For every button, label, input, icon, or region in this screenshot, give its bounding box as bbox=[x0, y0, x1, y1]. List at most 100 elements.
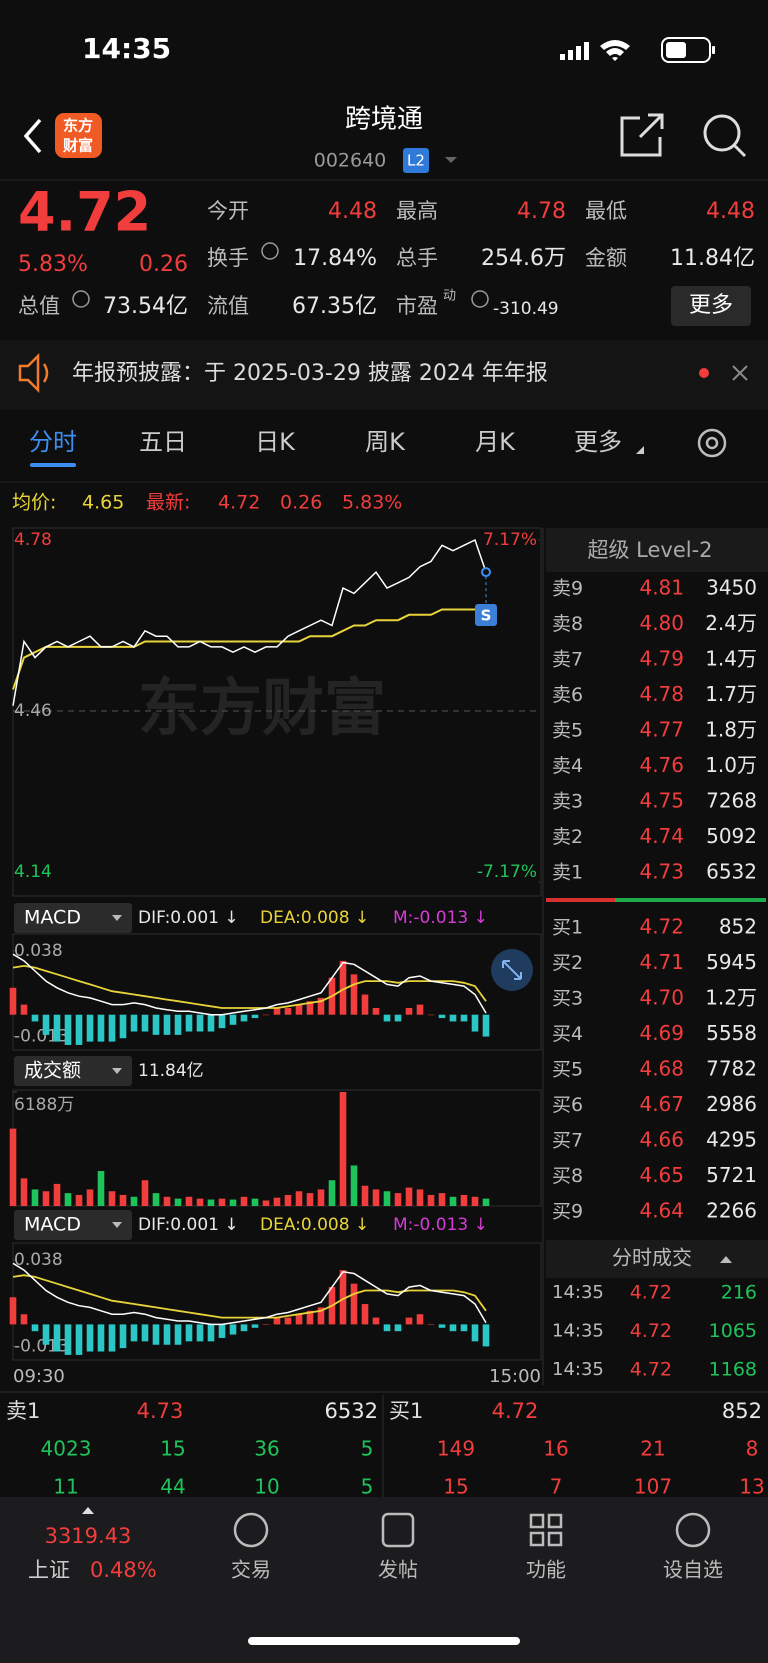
macd-bar bbox=[339, 960, 347, 1015]
queue-order: 4023 bbox=[41, 1437, 92, 1461]
macd-bar bbox=[240, 1324, 248, 1332]
status-time: 14:35 bbox=[82, 32, 171, 65]
selector-caret bbox=[112, 915, 122, 921]
field-value: 11.84亿 bbox=[670, 246, 755, 271]
nav-icon bbox=[529, 1513, 563, 1547]
macd-bar bbox=[163, 1014, 171, 1035]
tab[interactable]: 月K bbox=[475, 428, 516, 456]
book-volume: 1.2万 bbox=[705, 986, 757, 1010]
macd-bar bbox=[284, 1007, 292, 1015]
field-label: 金额 bbox=[585, 246, 627, 270]
volume-bar bbox=[306, 1193, 314, 1206]
search-button[interactable] bbox=[703, 114, 747, 158]
macd-bar bbox=[53, 1014, 61, 1042]
book-price: 4.71 bbox=[639, 950, 684, 974]
index-name[interactable]: 上证 bbox=[28, 1558, 70, 1582]
nav-item[interactable]: 交易 bbox=[231, 1558, 271, 1582]
dif-line bbox=[12, 953, 487, 1016]
notice-text[interactable]: 年报预披露：于 2025-03-29 披露 2024 年年报 bbox=[72, 361, 548, 386]
book-price: 4.77 bbox=[639, 718, 684, 742]
indicator-selector[interactable] bbox=[14, 903, 132, 933]
macd-bar bbox=[152, 1324, 160, 1345]
macd-bar bbox=[86, 1014, 94, 1042]
volume-bar bbox=[240, 1196, 248, 1206]
last-point bbox=[481, 567, 491, 578]
queue-order: 16 bbox=[543, 1437, 568, 1461]
field-label: 流值 bbox=[207, 294, 249, 318]
level2-title: 超级 Level-2 bbox=[587, 538, 712, 562]
dif-label: DIF:0.001 ↓ bbox=[138, 908, 239, 928]
book-volume: 4295 bbox=[706, 1128, 757, 1152]
book-volume: 1.0万 bbox=[705, 753, 757, 777]
field-value: 254.6万 bbox=[481, 246, 566, 271]
volume-bar bbox=[53, 1183, 61, 1206]
queue-order: 15 bbox=[160, 1437, 185, 1461]
nav-item[interactable]: 功能 bbox=[526, 1558, 566, 1582]
macd-bar bbox=[31, 1014, 39, 1022]
macd-bar bbox=[240, 1014, 248, 1022]
queue-price: 4.72 bbox=[492, 1399, 539, 1423]
macd-bar bbox=[460, 1324, 468, 1332]
trades-caret[interactable] bbox=[720, 1256, 732, 1263]
tab[interactable]: 周K bbox=[365, 428, 406, 456]
volume-bar bbox=[141, 1180, 149, 1206]
field-value: 67.35亿 bbox=[292, 294, 377, 319]
nav-item[interactable]: 发帖 bbox=[378, 1558, 418, 1582]
macd-bar bbox=[97, 1324, 105, 1352]
book-label: 卖6 bbox=[552, 684, 583, 706]
indicator-name: MACD bbox=[24, 907, 81, 929]
signal-marker[interactable] bbox=[475, 604, 497, 626]
selector-caret bbox=[112, 1068, 122, 1074]
macd-bar bbox=[86, 1324, 94, 1352]
back-button[interactable] bbox=[23, 118, 42, 154]
index-value[interactable]: 3319.43 bbox=[45, 1524, 132, 1548]
tab[interactable]: 日K bbox=[255, 428, 296, 456]
queue-order: 10 bbox=[254, 1475, 279, 1499]
indicator-selector[interactable] bbox=[14, 1056, 132, 1086]
nav-item[interactable]: 设自选 bbox=[663, 1558, 723, 1582]
book-label: 买2 bbox=[552, 952, 583, 974]
share-button[interactable] bbox=[620, 113, 664, 157]
macd-bar bbox=[449, 1324, 457, 1332]
macd-bar bbox=[427, 1014, 435, 1016]
macd-bar bbox=[284, 1317, 292, 1325]
volume-bar bbox=[405, 1187, 413, 1206]
nav-icon bbox=[675, 1512, 711, 1548]
more-label[interactable]: 更多 bbox=[689, 293, 733, 318]
queue-order: 44 bbox=[160, 1475, 185, 1499]
settings-icon[interactable] bbox=[697, 428, 727, 458]
tab[interactable]: 五日 bbox=[139, 428, 187, 456]
logo-text: 财富 bbox=[63, 137, 93, 155]
volume-bar bbox=[9, 1128, 17, 1206]
index-caret bbox=[82, 1507, 94, 1514]
more-button[interactable] bbox=[671, 286, 751, 326]
volume-bar bbox=[119, 1194, 127, 1206]
book-label: 卖9 bbox=[552, 578, 583, 600]
index-change[interactable]: 0.48% bbox=[90, 1558, 157, 1582]
book-price: 4.79 bbox=[639, 647, 684, 671]
volume-bar bbox=[328, 1180, 336, 1206]
close-notice[interactable] bbox=[732, 365, 748, 381]
tab[interactable]: 更多 bbox=[574, 428, 622, 456]
notice-bar[interactable] bbox=[0, 340, 768, 410]
volume-bar bbox=[394, 1193, 402, 1206]
volume-bar bbox=[196, 1198, 204, 1206]
trade-time: 14:35 bbox=[552, 1282, 604, 1303]
book-label: 卖7 bbox=[552, 649, 583, 671]
indicator-selector[interactable] bbox=[14, 1210, 132, 1240]
macd-bar bbox=[295, 1004, 303, 1015]
book-volume: 7268 bbox=[706, 789, 757, 813]
book-label: 买6 bbox=[552, 1094, 583, 1116]
macd-bar bbox=[185, 1014, 193, 1032]
macd-bar bbox=[9, 987, 17, 1015]
book-label: 卖5 bbox=[552, 720, 583, 742]
badge-text: L2 bbox=[407, 152, 425, 170]
book-volume: 2.4万 bbox=[705, 611, 757, 635]
info-icon bbox=[471, 290, 489, 308]
tab[interactable]: 分时 bbox=[29, 428, 77, 456]
macd-bar bbox=[361, 1304, 369, 1325]
macd-bar bbox=[317, 997, 325, 1015]
volume-bar bbox=[438, 1193, 446, 1206]
macd-bar bbox=[207, 1014, 215, 1032]
dropdown-caret[interactable] bbox=[445, 157, 457, 163]
